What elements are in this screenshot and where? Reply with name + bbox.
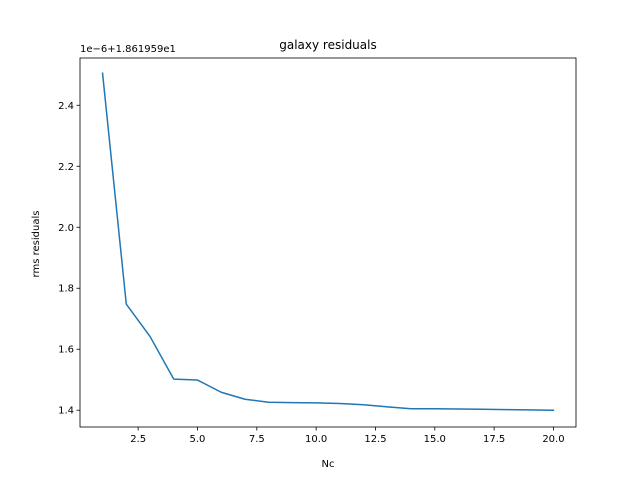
y-tick-label: 2.2 (58, 162, 74, 173)
data-point (434, 408, 436, 410)
data-point (339, 403, 341, 405)
x-tick-label: 5.0 (190, 434, 206, 445)
data-point (387, 406, 389, 408)
data-point (220, 391, 222, 393)
series-line-0 (101, 72, 555, 411)
x-tick-label: 10.0 (305, 434, 327, 445)
data-point (173, 378, 175, 380)
plot-background (80, 58, 576, 427)
x-axis-label: Nc (322, 459, 335, 470)
data-point (315, 402, 317, 404)
y-tick-label: 2.0 (58, 223, 74, 234)
data-point (244, 398, 246, 400)
x-tick-label: 12.5 (364, 434, 386, 445)
y-tick-label: 1.8 (58, 284, 74, 295)
data-point (197, 379, 199, 381)
chart-title: galaxy residuals (279, 38, 376, 52)
series-layer (101, 72, 555, 411)
data-point (363, 404, 365, 406)
y-tick-label: 1.4 (58, 406, 74, 417)
data-point (553, 409, 555, 411)
data-point (458, 408, 460, 410)
data-point (292, 402, 294, 404)
x-tick-label: 2.5 (130, 434, 146, 445)
data-point (410, 408, 412, 410)
x-tick-label: 7.5 (249, 434, 265, 445)
y-axis-label: rms residuals (31, 211, 42, 278)
data-point (529, 409, 531, 411)
data-point (125, 303, 127, 305)
y-tick-label: 1.6 (58, 345, 74, 356)
data-point (268, 402, 270, 404)
x-tick-label: 17.5 (483, 434, 505, 445)
x-tick-label: 20.0 (542, 434, 564, 445)
data-point (102, 72, 104, 74)
data-point (149, 336, 151, 338)
plot-area (80, 58, 576, 427)
y-offset-text: 1e−6+1.861959e1 (80, 44, 176, 55)
axes-layer: 2.5 5.0 7.5 10.0 12.5 15.0 17.5 20.0 1.4 1.6 1.8 2.… (58, 57, 577, 445)
data-point (481, 409, 483, 411)
plot-frame (79, 57, 577, 428)
y-tick-label: 2.4 (58, 101, 74, 112)
x-tick-label: 15.0 (424, 434, 446, 445)
data-point (505, 409, 507, 411)
